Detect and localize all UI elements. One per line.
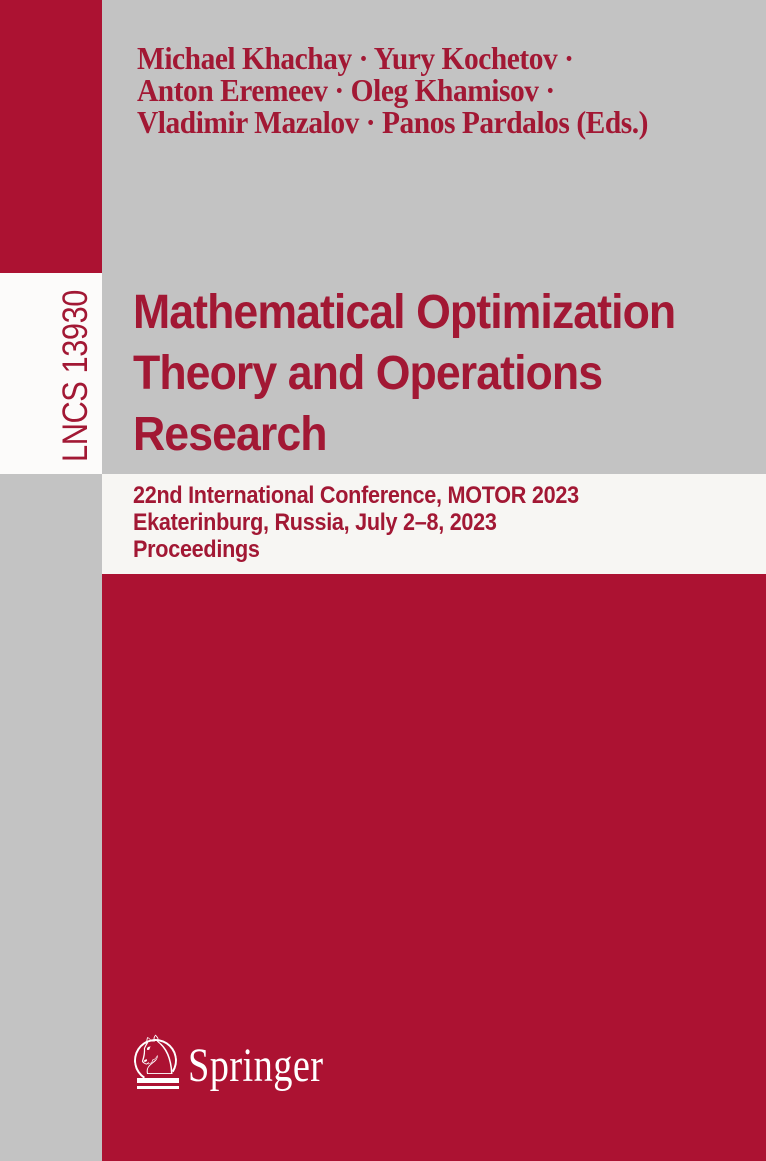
title-line-3: Research bbox=[133, 408, 328, 461]
subtitle-line-3: Proceedings bbox=[133, 536, 260, 563]
spine-red-block bbox=[0, 0, 102, 273]
book-title: Mathematical Optimization Theory and Ope… bbox=[133, 282, 676, 465]
subtitle-line-2: Ekaterinburg, Russia, July 2–8, 2023 bbox=[133, 509, 497, 536]
subtitle-block: 22nd International Conference, MOTOR 202… bbox=[133, 482, 579, 563]
spine-lncs-strip bbox=[0, 273, 102, 474]
subtitle-band: 22nd International Conference, MOTOR 202… bbox=[102, 474, 766, 574]
editors-block: Michael Khachay · Yury Kochetov · Anton … bbox=[137, 42, 648, 138]
knight-horse-icon: ♘ bbox=[133, 1024, 182, 1087]
editors-line-1: Michael Khachay · Yury Kochetov · bbox=[137, 40, 574, 76]
publisher-name: Springer bbox=[188, 1039, 324, 1092]
cover-body bbox=[102, 574, 766, 1161]
logo-pedestal-bar-top bbox=[137, 1078, 179, 1083]
title-line-1: Mathematical Optimization bbox=[133, 286, 676, 339]
springer-logo: ♘ Springer bbox=[128, 1016, 388, 1106]
editors-line-2: Anton Eremeev · Oleg Khamisov · bbox=[137, 72, 555, 108]
subtitle-line-1: 22nd International Conference, MOTOR 202… bbox=[133, 482, 579, 509]
title-line-2: Theory and Operations bbox=[133, 347, 603, 400]
series-volume-label: LNCS 13930 bbox=[56, 290, 95, 462]
editors-line-3: Vladimir Mazalov · Panos Pardalos (Eds.) bbox=[137, 104, 648, 140]
logo-pedestal-bar-bottom bbox=[137, 1086, 179, 1089]
spine-gray-block bbox=[0, 474, 102, 1161]
